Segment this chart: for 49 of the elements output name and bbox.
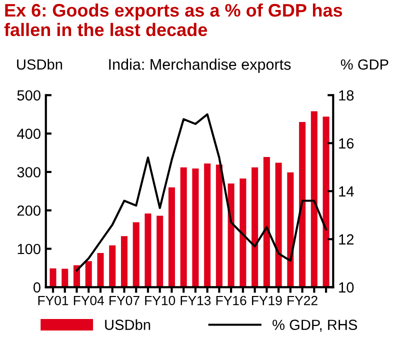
bar bbox=[228, 183, 234, 288]
y-tick-label: 200 bbox=[17, 205, 40, 216]
y-tick-label: 300 bbox=[17, 167, 40, 178]
y-tick-label: 400 bbox=[17, 128, 40, 139]
x-tick-label: FY19 bbox=[252, 296, 282, 306]
bar bbox=[180, 167, 187, 288]
bar bbox=[109, 245, 116, 288]
x-tick-label: FY22 bbox=[288, 296, 318, 306]
bar bbox=[275, 162, 282, 288]
bar bbox=[252, 167, 258, 288]
y-tick-label: 500 bbox=[17, 90, 40, 101]
bar bbox=[322, 116, 330, 288]
bar bbox=[240, 178, 246, 288]
y2-tick-label: 18 bbox=[339, 90, 354, 101]
y2-tick-label: 16 bbox=[339, 138, 354, 149]
legend-label: % GDP, RHS bbox=[272, 320, 358, 332]
x-tick-label: FY04 bbox=[74, 296, 104, 306]
bar bbox=[192, 168, 199, 288]
y-tick-label: 100 bbox=[18, 244, 40, 254]
bar bbox=[310, 111, 318, 288]
legend-label: USDbn bbox=[105, 319, 150, 330]
y-tick-label: 0 bbox=[33, 282, 40, 293]
x-tick-label: FY10 bbox=[145, 296, 176, 306]
bar bbox=[287, 172, 294, 288]
bar bbox=[156, 216, 164, 288]
bar bbox=[85, 261, 92, 288]
bar bbox=[216, 164, 222, 288]
x-tick-label: FY16 bbox=[216, 296, 246, 306]
bar bbox=[50, 268, 56, 288]
y2-tick-label: 12 bbox=[339, 234, 354, 244]
chart-title: Ex 6: Goods exports as a % of GDP has fallen in the last decade bbox=[4, 3, 342, 36]
bar bbox=[62, 268, 68, 288]
x-tick-label: FY07 bbox=[110, 296, 140, 306]
bar bbox=[144, 213, 152, 288]
bar bbox=[97, 253, 104, 288]
x-tick-label: FY13 bbox=[180, 296, 211, 306]
bar bbox=[263, 156, 270, 288]
line-series bbox=[76, 113, 328, 272]
x-tick-label: FY01 bbox=[38, 296, 68, 306]
y2-axis-title: % GDP bbox=[340, 59, 388, 70]
chart-subtitle: India: Merchandise exports bbox=[109, 58, 291, 73]
bar bbox=[204, 164, 211, 288]
bar bbox=[299, 122, 306, 288]
bar bbox=[120, 236, 128, 288]
bar bbox=[168, 187, 175, 288]
y2-tick-label: 14 bbox=[339, 186, 354, 196]
y2-tick-label: 10 bbox=[339, 282, 354, 293]
y-axis-title: USDbn bbox=[17, 58, 62, 70]
bar bbox=[132, 222, 140, 288]
